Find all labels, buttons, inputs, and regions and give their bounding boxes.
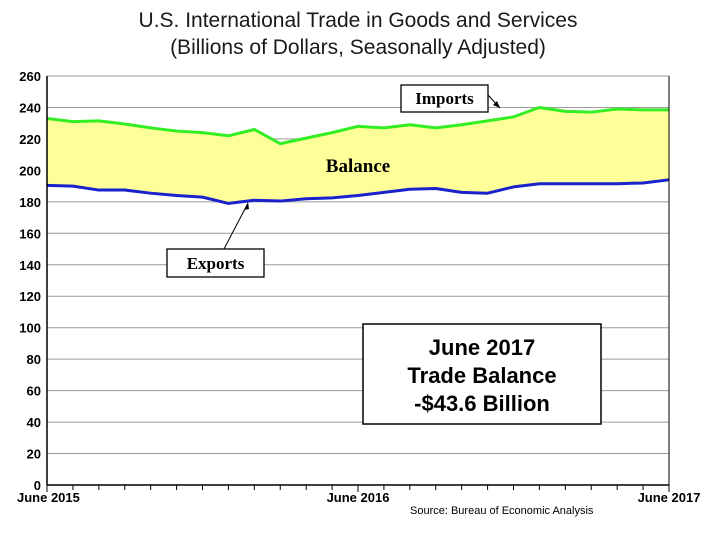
y-tick-label: 80 <box>27 352 41 367</box>
y-tick-label: 60 <box>27 384 41 399</box>
y-tick-label: 220 <box>19 132 41 147</box>
y-tick-label: 160 <box>19 226 41 241</box>
chart-title: U.S. International Trade in Goods and Se… <box>138 9 578 32</box>
y-tick-label: 0 <box>34 478 41 493</box>
balance-label: Balance <box>326 156 390 177</box>
x-tick-label: June 2017 <box>638 490 701 505</box>
y-tick-label: 120 <box>19 289 41 304</box>
x-tick-label: June 2016 <box>327 490 390 505</box>
exports-pointer <box>223 204 248 250</box>
x-tick-label: June 2015 <box>17 490 80 505</box>
y-tick-label: 40 <box>27 415 41 430</box>
annotations: Balance Imports Exports June 2017 Trade Bala… <box>166 84 602 425</box>
summary-box <box>362 323 602 425</box>
source-note: Source: Bureau of Economic Analysis <box>410 505 594 517</box>
exports-arrowhead <box>244 202 249 210</box>
imports-line <box>46 105 669 146</box>
y-tick-label: 200 <box>19 163 41 178</box>
y-tick-label: 20 <box>27 447 41 462</box>
summary-line: Trade Balance <box>407 363 556 388</box>
balance-fill <box>47 107 669 204</box>
axes: 0 20 40 60 80 100 120 140 160 180 200 220 240 260 June… <box>17 69 700 505</box>
series-lines <box>46 105 670 205</box>
imports-arrowhead <box>493 101 500 108</box>
imports-callout-box <box>400 84 489 113</box>
y-tick-label: 260 <box>19 69 41 84</box>
summary-line: June 2017 <box>429 335 535 360</box>
exports-callout-box <box>166 248 265 278</box>
y-tick-label: 180 <box>19 195 41 210</box>
chart-subtitle: (Billions of Dollars, Seasonally Adjuste… <box>170 36 546 59</box>
y-tick-label: 100 <box>19 321 41 336</box>
exports-label: Exports <box>187 254 245 273</box>
summary-line: -$43.6 Billion <box>414 391 550 416</box>
y-tick-label: 140 <box>19 258 41 273</box>
balance-area <box>47 107 669 204</box>
y-tick-label: 240 <box>19 100 41 115</box>
imports-label: Imports <box>415 89 474 108</box>
exports-line <box>46 178 670 205</box>
